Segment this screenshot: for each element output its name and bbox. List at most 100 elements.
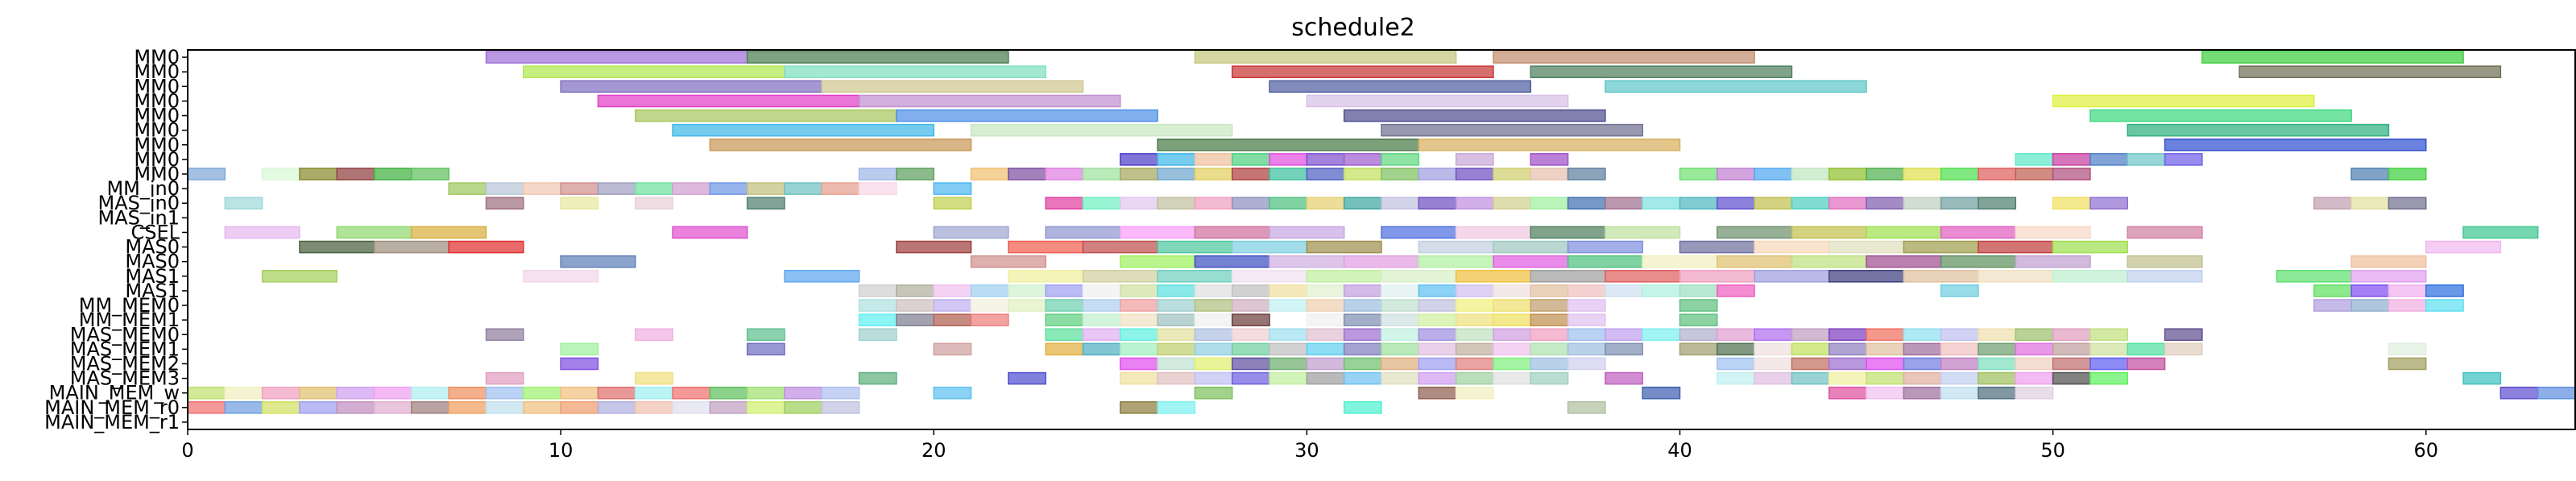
task-bar xyxy=(1754,269,1830,283)
task-bar xyxy=(1306,153,1345,166)
task-bar xyxy=(1530,371,1569,385)
task-bar xyxy=(1157,371,1196,385)
task-bar xyxy=(1679,240,1755,254)
task-bar xyxy=(2164,153,2203,166)
task-bar xyxy=(1120,153,1158,166)
task-bar xyxy=(1381,168,1420,180)
y-tick-label: MAIN_MEM_r0 xyxy=(44,396,180,419)
task-bar xyxy=(1493,328,1531,342)
task-bar xyxy=(1306,240,1382,254)
task-bar xyxy=(1008,284,1046,297)
task-bar xyxy=(1381,299,1420,312)
task-bar xyxy=(560,80,823,93)
task-bar xyxy=(1940,226,2017,239)
task-bar xyxy=(2089,197,2128,210)
task-bar xyxy=(299,168,338,180)
task-bar xyxy=(1754,328,1793,342)
x-tick-label: 40 xyxy=(1667,439,1692,462)
task-bar xyxy=(1008,299,1046,312)
task-bar xyxy=(896,313,934,326)
task-bar xyxy=(1903,357,1942,371)
task-bar xyxy=(1381,226,1457,239)
task-bar xyxy=(1455,371,1494,385)
y-tick-label: MM0 xyxy=(134,134,180,156)
task-bar xyxy=(1717,328,1755,342)
task-bar xyxy=(2089,342,2128,356)
task-bar xyxy=(1045,197,1084,210)
task-bar xyxy=(1791,197,1830,210)
task-bar xyxy=(1343,197,1382,210)
task-bar xyxy=(1120,197,1158,210)
task-bar xyxy=(635,386,673,400)
x-tick-label: 60 xyxy=(2413,439,2438,462)
task-bar xyxy=(1978,197,2017,210)
task-bar xyxy=(1157,269,1233,283)
task-bar xyxy=(2052,153,2091,166)
task-bar xyxy=(746,328,785,342)
task-bar xyxy=(1232,328,1270,342)
task-bar xyxy=(1120,168,1158,180)
y-tick-label: MM0 xyxy=(134,89,180,112)
task-bar xyxy=(970,299,1009,312)
task-bar xyxy=(1232,357,1270,371)
task-bar xyxy=(597,386,636,400)
y-tick-label: MM0 xyxy=(134,148,180,171)
task-bar xyxy=(2164,138,2427,151)
task-bar xyxy=(1754,342,1793,356)
task-bar xyxy=(1343,109,1606,122)
task-bar xyxy=(1120,371,1158,385)
task-bar xyxy=(373,168,412,180)
task-bar xyxy=(2350,299,2390,312)
task-bar xyxy=(1045,168,1084,180)
task-bar xyxy=(1455,168,1494,180)
task-bar xyxy=(1455,269,1531,283)
task-bar xyxy=(1754,371,1793,385)
task-bar xyxy=(1194,153,1233,166)
task-bar xyxy=(1828,269,1905,283)
task-bar xyxy=(336,168,375,180)
task-bar xyxy=(1343,357,1382,371)
y-tick-label: MM0 xyxy=(134,46,180,68)
task-bar xyxy=(187,386,226,400)
task-bar xyxy=(485,386,524,400)
task-bar xyxy=(1530,328,1569,342)
task-bar xyxy=(261,269,338,283)
task-bar xyxy=(1120,313,1158,326)
task-bar xyxy=(1082,313,1121,326)
task-bar xyxy=(2127,123,2390,137)
task-bar xyxy=(2388,342,2427,356)
task-bar xyxy=(1828,386,1867,400)
task-bar xyxy=(2388,168,2427,180)
task-bar xyxy=(224,226,300,239)
task-bar xyxy=(2276,269,2352,283)
task-bar xyxy=(2388,197,2427,210)
task-bar xyxy=(1120,342,1158,356)
task-bar xyxy=(709,401,748,414)
task-bar xyxy=(1567,284,1606,297)
task-bar xyxy=(1866,342,1905,356)
task-bar xyxy=(2350,255,2427,268)
task-bar xyxy=(1045,342,1084,356)
task-bar xyxy=(1530,197,1569,210)
task-bar xyxy=(560,255,636,268)
task-bar xyxy=(1754,168,1793,180)
task-bar xyxy=(1493,357,1531,371)
task-bar xyxy=(635,401,673,414)
task-bar xyxy=(1605,342,1643,356)
y-tick-label: MM_in0 xyxy=(106,177,180,200)
task-bar xyxy=(2015,255,2091,268)
task-bar xyxy=(1008,168,1046,180)
task-bar xyxy=(1940,386,1979,400)
task-bar xyxy=(1194,328,1233,342)
task-bar xyxy=(224,197,263,210)
task-bar xyxy=(970,284,1009,297)
task-bar xyxy=(597,401,636,414)
task-bar xyxy=(1194,51,1457,64)
task-bar xyxy=(1455,342,1494,356)
task-bar xyxy=(485,182,524,195)
task-bar xyxy=(1605,269,1681,283)
task-bar xyxy=(1940,197,1979,210)
task-bar xyxy=(1381,284,1420,297)
task-bar xyxy=(1978,357,2017,371)
task-bar xyxy=(2052,342,2091,356)
